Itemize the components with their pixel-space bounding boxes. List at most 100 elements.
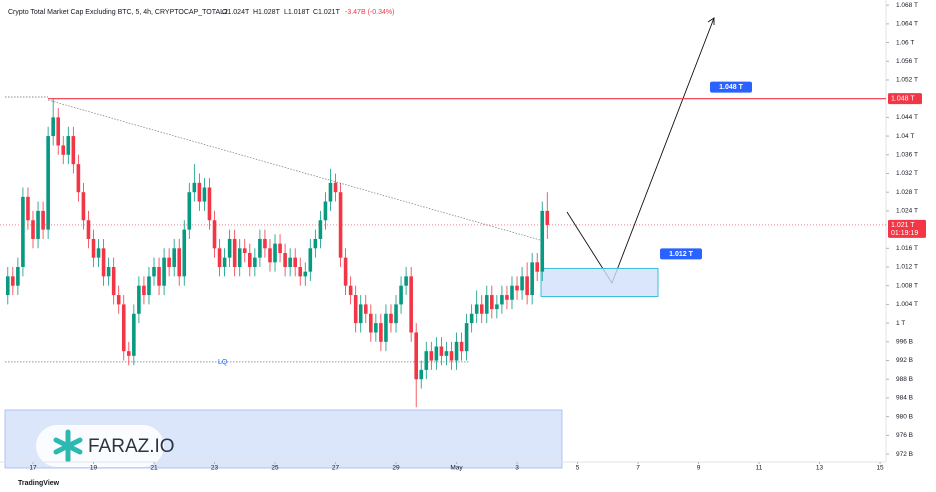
- y-tick-label: 1.04 T: [896, 133, 914, 140]
- x-tick-label: 15: [876, 465, 884, 472]
- candle-body: [237, 248, 242, 268]
- candle-body: [248, 252, 252, 268]
- chart-title: Crypto Total Market Cap Excluding BTC, 5…: [8, 9, 228, 16]
- arrow-head: [707, 17, 715, 25]
- candle-body: [353, 295, 358, 324]
- candle-body: [61, 145, 66, 155]
- candle-body: [424, 351, 429, 370]
- x-tick-label: 23: [211, 465, 219, 472]
- candle-body: [333, 182, 338, 193]
- candle-body: [167, 257, 171, 268]
- candle-body: [81, 192, 86, 221]
- candle-body: [137, 285, 141, 314]
- candle-body: [121, 304, 126, 352]
- x-tick-label: 13: [816, 465, 824, 472]
- x-tick-label: 29: [392, 465, 400, 472]
- candle-body: [182, 229, 187, 277]
- candle-body: [479, 304, 484, 314]
- x-tick-label: 5: [576, 465, 580, 472]
- x-tick-label: 25: [271, 465, 279, 472]
- candle-body: [207, 187, 212, 221]
- y-tick-label: 984 B: [896, 395, 913, 402]
- candle-body: [263, 238, 267, 249]
- x-tick-label: 11: [756, 465, 763, 472]
- y-tick-label: 1.044 T: [896, 114, 918, 121]
- x-tick-label: 21: [150, 465, 158, 472]
- candle-body: [530, 262, 534, 296]
- candle-body: [288, 257, 292, 268]
- candle-body: [202, 187, 207, 202]
- candle-body: [21, 196, 25, 268]
- candle-body: [142, 285, 146, 296]
- candle-body: [283, 252, 287, 268]
- candle-body: [187, 192, 192, 230]
- candle-body: [363, 304, 368, 314]
- ohlc-change: -3.47B (-0.34%): [345, 9, 394, 16]
- watermark-logo: [53, 429, 83, 463]
- resistance-axis-label: 1.048 T: [891, 96, 915, 103]
- candle-body: [232, 238, 237, 268]
- candle-body: [348, 285, 353, 296]
- candle-body: [11, 276, 15, 286]
- candle-body: [152, 267, 156, 277]
- candle-body: [5, 276, 10, 296]
- y-tick-label: 976 B: [896, 432, 913, 439]
- candle-body: [41, 210, 45, 230]
- y-tick-label: 1.016 T: [896, 245, 918, 252]
- candle-body: [399, 285, 403, 305]
- y-tick-label: 1.056 T: [896, 58, 918, 65]
- candle-body: [490, 295, 494, 310]
- y-tick-label: 1.008 T: [896, 282, 918, 289]
- candle-body: [444, 351, 449, 356]
- candle-body: [126, 351, 131, 356]
- candle-body: [71, 136, 76, 165]
- candle-body: [318, 220, 323, 239]
- candle-body: [500, 295, 504, 305]
- zone-label-box: [660, 248, 702, 260]
- candle-body: [222, 257, 227, 268]
- candle-body: [540, 210, 545, 272]
- candle-body: [116, 295, 121, 305]
- candle-body: [358, 304, 363, 324]
- candle-body: [26, 196, 30, 221]
- candle-body: [66, 136, 71, 155]
- candle-body: [157, 267, 161, 286]
- axes: 1.068 T 1.064 T 1.06 T 1.056 T 1.052 T 1.044 …: [29, 2, 918, 472]
- resistance-axis-box: [888, 93, 922, 105]
- candle-body: [510, 285, 514, 300]
- ohlc-low: L1.018T: [284, 9, 310, 16]
- candle-body: [227, 238, 232, 258]
- candle-body: [51, 117, 55, 137]
- candle-body: [177, 248, 182, 277]
- y-tick-label: 1.004 T: [896, 301, 918, 308]
- candle-body: [298, 267, 303, 277]
- candle-body: [217, 248, 222, 268]
- x-tick-label: 7: [636, 465, 640, 472]
- resistance-note-box: [710, 81, 752, 93]
- candle-body: [106, 267, 111, 277]
- candle-body: [278, 243, 282, 253]
- candle-body: [459, 341, 464, 352]
- candle-body: [409, 276, 413, 333]
- candle-body: [449, 351, 454, 361]
- x-tick-label: 17: [29, 465, 37, 472]
- y-tick-label: 980 B: [896, 413, 913, 420]
- y-tick-label: 1.068 T: [896, 2, 918, 9]
- candle-body: [56, 117, 61, 146]
- candle-body: [505, 295, 509, 300]
- y-tick-label: 972 B: [896, 451, 913, 458]
- candle-body: [268, 248, 272, 263]
- candle-body: [242, 248, 247, 253]
- y-tick-label: 988 B: [896, 376, 913, 383]
- candle-body: [394, 304, 398, 324]
- candle-body: [46, 136, 50, 230]
- candle-body: [515, 285, 519, 291]
- candle-body: [111, 267, 116, 296]
- candle-body: [16, 267, 20, 286]
- candle-body: [86, 220, 91, 239]
- candle-body: [535, 262, 540, 272]
- x-tick-label: 3: [515, 465, 519, 472]
- candle-body: [495, 304, 499, 310]
- candle-body: [147, 276, 151, 296]
- x-tick-label: 19: [90, 465, 98, 472]
